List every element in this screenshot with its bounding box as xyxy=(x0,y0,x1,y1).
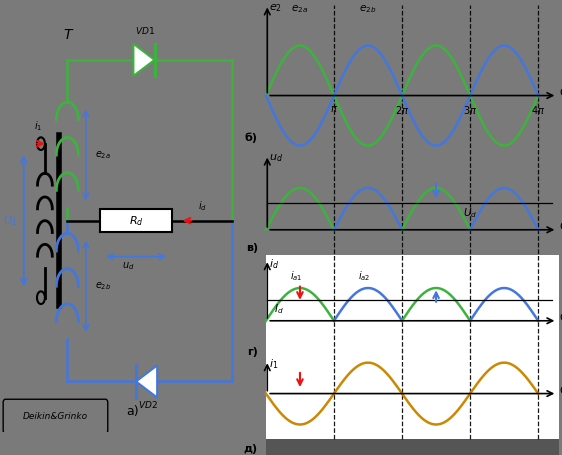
Text: $\Theta$: $\Theta$ xyxy=(559,220,562,232)
Text: $I_d$: $I_d$ xyxy=(274,303,284,316)
Bar xyxy=(266,439,559,455)
Text: а): а) xyxy=(126,405,138,418)
Text: $4\pi$: $4\pi$ xyxy=(531,104,545,116)
Text: $\pi$: $\pi$ xyxy=(330,104,338,114)
Text: б): б) xyxy=(245,133,258,143)
Text: Deikin&Grinko: Deikin&Grinko xyxy=(23,412,88,421)
Text: $i_1$: $i_1$ xyxy=(269,357,278,371)
Text: в): в) xyxy=(246,243,258,253)
Text: $\Theta$: $\Theta$ xyxy=(559,86,562,98)
Text: $i_{a2}$: $i_{a2}$ xyxy=(358,269,370,283)
Bar xyxy=(266,255,559,359)
Text: $i_{a1}$: $i_{a1}$ xyxy=(290,269,302,283)
Text: $e_2$: $e_2$ xyxy=(269,2,282,14)
Text: $2\pi$: $2\pi$ xyxy=(395,104,409,116)
Text: $i_d$: $i_d$ xyxy=(269,257,279,271)
Bar xyxy=(101,209,172,233)
Text: $e_{2b}$: $e_{2b}$ xyxy=(359,3,377,15)
Text: $e_{2a}$: $e_{2a}$ xyxy=(292,3,309,15)
Polygon shape xyxy=(133,44,155,76)
Bar xyxy=(266,359,559,439)
Text: $i_d$: $i_d$ xyxy=(198,199,207,212)
Text: $i_1$: $i_1$ xyxy=(34,119,43,133)
Text: д): д) xyxy=(243,444,258,454)
Text: $T$: $T$ xyxy=(63,28,74,42)
Polygon shape xyxy=(136,365,157,398)
Text: $3\pi$: $3\pi$ xyxy=(463,104,477,116)
Text: $VD2$: $VD2$ xyxy=(138,399,158,410)
Text: $u_d$: $u_d$ xyxy=(269,152,283,164)
Text: $e_{2a}$: $e_{2a}$ xyxy=(95,149,111,161)
Text: $\Theta$: $\Theta$ xyxy=(559,384,562,396)
Text: $u_d$: $u_d$ xyxy=(122,261,134,272)
Text: $\Theta$: $\Theta$ xyxy=(559,311,562,323)
Text: г): г) xyxy=(247,347,258,357)
Text: $e_{2b}$: $e_{2b}$ xyxy=(95,280,111,292)
Text: $VD1$: $VD1$ xyxy=(135,25,155,35)
Text: $U_1$: $U_1$ xyxy=(3,214,18,228)
Text: $R_d$: $R_d$ xyxy=(129,214,143,228)
Text: $U_d$: $U_d$ xyxy=(463,206,478,220)
